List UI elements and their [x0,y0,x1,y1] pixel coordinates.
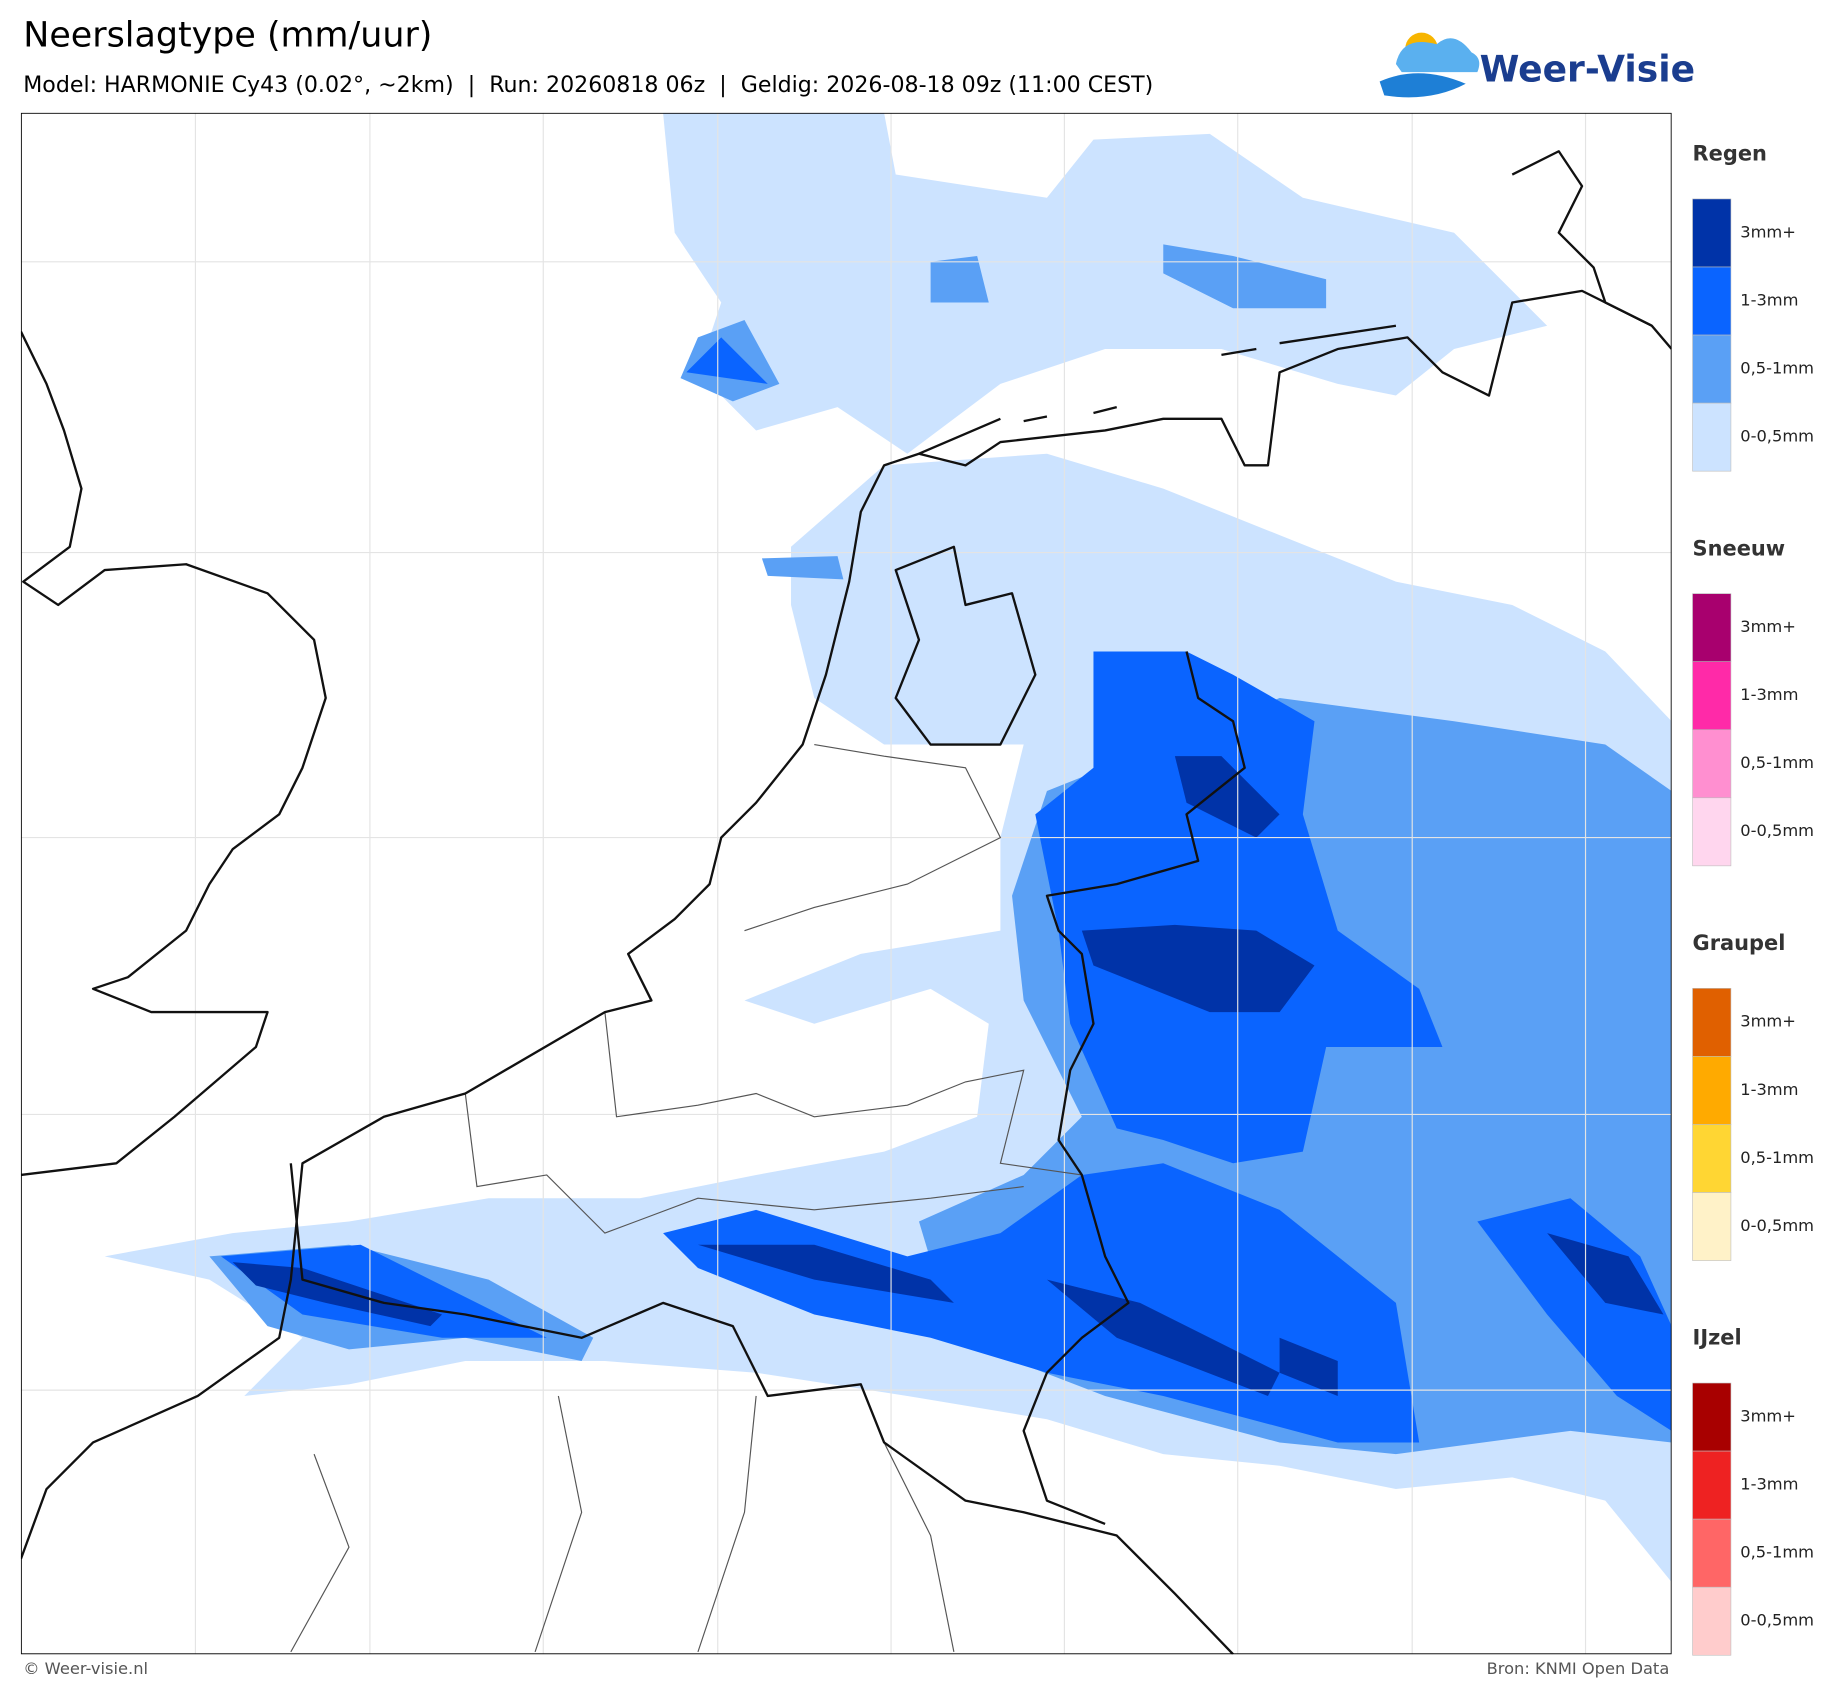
legend-swatch [1692,797,1732,867]
legend-swatch [1692,1518,1732,1588]
footer-right: Bron: KNMI Open Data [1487,1659,1670,1678]
legend-label: 3mm+ [1740,1406,1796,1425]
legend-swatch [1692,1586,1732,1656]
legend-swatch [1692,266,1732,336]
legend-label: 1-3mm [1740,1474,1798,1493]
legend-swatch [1692,1450,1732,1520]
legend-swatch [1692,198,1732,268]
legend-swatch [1692,661,1732,731]
footer-left: © Weer-visie.nl [23,1659,148,1678]
legend-swatch [1692,334,1732,404]
legend-label: 0,5-1mm [1740,1543,1814,1562]
map [20,112,1672,1655]
precip [104,112,1672,1583]
borders [290,743,1082,1653]
legend-swatch [1692,1382,1732,1452]
legend-swatch [1692,988,1732,1057]
legend-label: 0-0,5mm [1740,427,1814,446]
legend-label: 0,5-1mm [1740,753,1814,772]
legend-title: Graupel [1693,931,1786,955]
legend-label: 0,5-1mm [1740,1148,1814,1167]
legend-label: 1-3mm [1740,685,1798,704]
legend: Regen 3mm+ 1-3mm 0,5-1mm 0-0,5mm Sneeuw 3mm+ 1-… [1692,142,1814,1656]
legend-swatch [1692,1056,1732,1125]
legend-label: 0-0,5mm [1740,1611,1814,1630]
legend-label: 0-0,5mm [1740,821,1814,840]
legend-label: 3mm+ [1740,617,1796,636]
legend-title: IJzel [1693,1326,1742,1350]
legend-label: 3mm+ [1740,222,1796,241]
legend-label: 1-3mm [1740,290,1798,309]
subtitle: Model: HARMONIE Cy43 (0.02°, ~2km) | Run… [23,72,1153,98]
legend-title: Sneeuw [1693,536,1786,560]
legend-swatch [1692,593,1732,662]
legend-label: 1-3mm [1740,1080,1798,1099]
legend-swatch [1692,1192,1732,1261]
title: Neerslagtype (mm/uur) [23,16,432,56]
coastlines [20,150,1672,1655]
legend-swatch [1692,729,1732,799]
logo: Weer-Visie [1379,32,1695,98]
legend-swatch [1692,402,1732,472]
legend-swatch [1692,1124,1732,1193]
legend-title: Regen [1693,142,1767,166]
legend-label: 3mm+ [1740,1012,1796,1031]
logo-text: Weer-Visie [1480,48,1695,90]
legend-label: 0,5-1mm [1740,358,1814,377]
legend-label: 0-0,5mm [1740,1216,1814,1235]
